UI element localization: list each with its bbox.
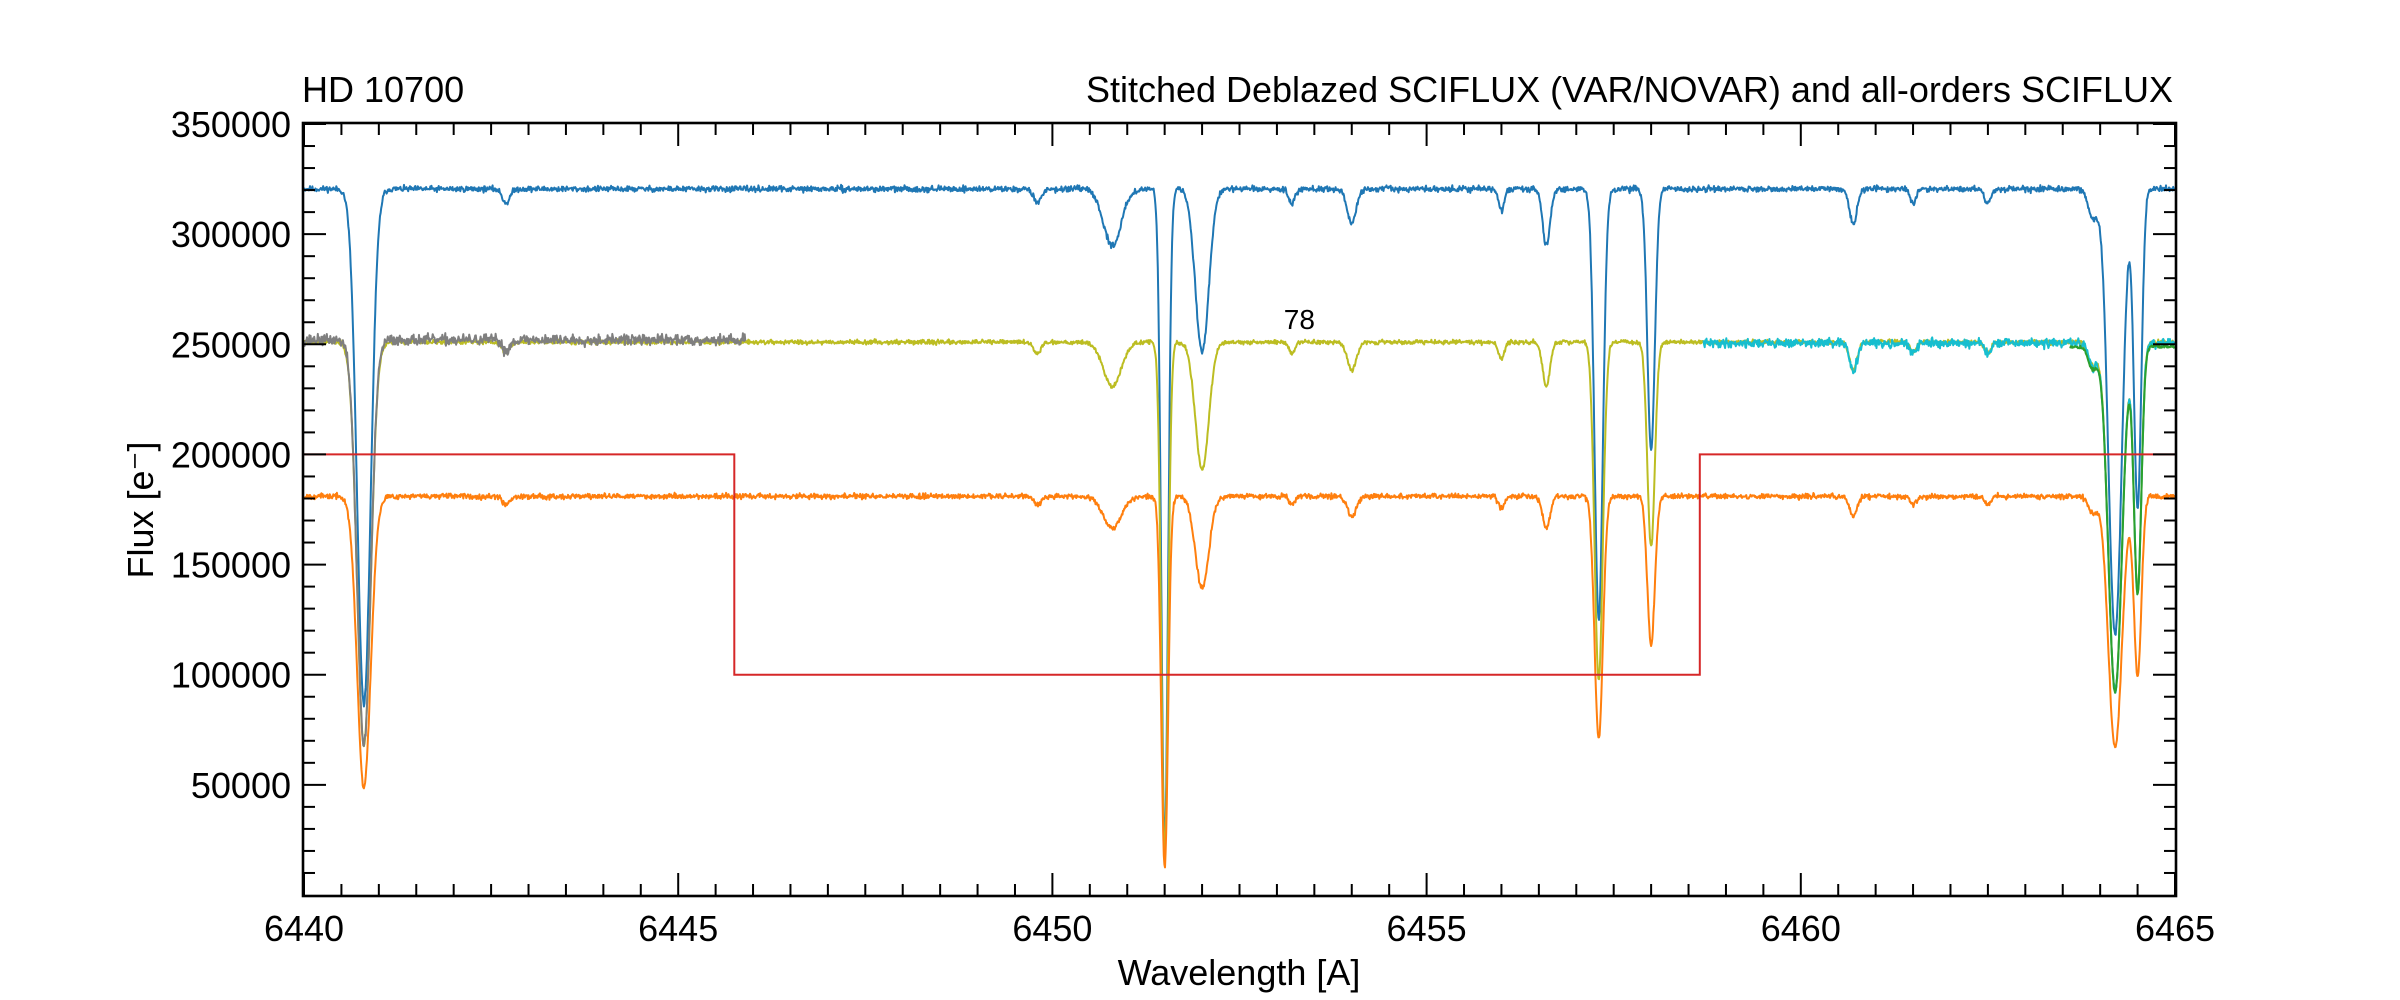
y-tick-label: 300000 [171,214,291,255]
chart-title-left: HD 10700 [302,69,464,110]
x-axis-label: Wavelength [A] [1118,952,1361,993]
x-tick-label: 6460 [1761,908,1841,949]
spectrum-series-3 [304,332,747,747]
x-tick-label: 6450 [1012,908,1092,949]
spectrum-series-4 [1702,336,2175,694]
y-tick-label: 150000 [171,545,291,586]
axis-ticks: 6440 6445 6450 6455 6460 6465 50000 100000 15000… [171,104,2215,949]
spectrum-series-6 [304,491,2175,869]
y-tick-label: 250000 [171,324,291,365]
y-axis-label: Flux [e⁻] [120,441,161,578]
spectrum-series-1 [304,183,2175,846]
x-tick-label: 6440 [264,908,344,949]
spectrum-series-2 [304,338,2175,856]
order-boundary-step-line [304,453,2175,676]
plot-frame [301,121,2178,898]
y-tick-label: 200000 [171,434,291,475]
y-tick-label: 350000 [171,104,291,145]
x-tick-label: 6445 [638,908,718,949]
x-tick-label: 6455 [1387,908,1467,949]
y-tick-label: 50000 [191,765,291,806]
series-layer: 78 [304,183,2175,869]
y-tick-label: 100000 [171,655,291,696]
spectrum-series-5 [2069,344,2175,694]
order-annotation: 78 [1284,304,1315,335]
x-tick-label: 6465 [2135,908,2215,949]
chart-title-right: Stitched Deblazed SCIFLUX (VAR/NOVAR) an… [1086,69,2173,110]
